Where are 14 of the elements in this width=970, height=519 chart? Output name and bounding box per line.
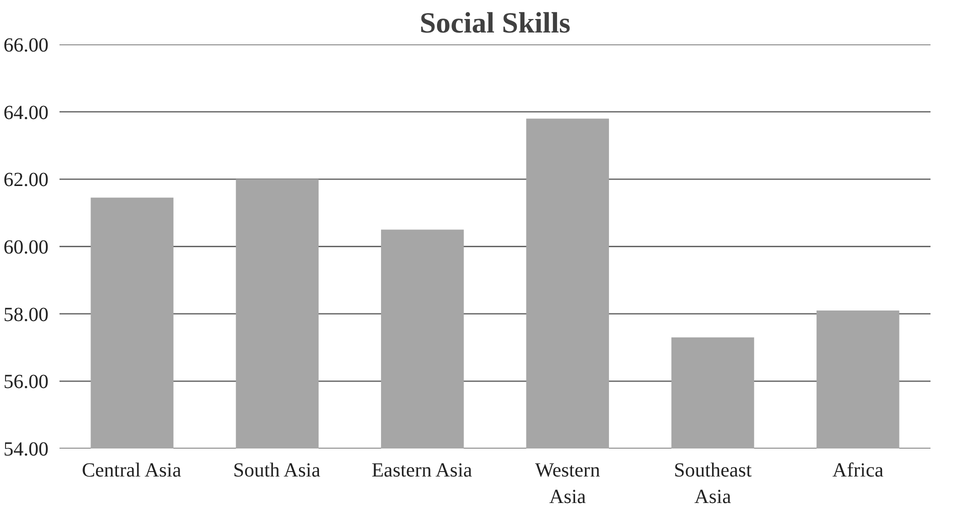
y-tick-label: 62.00 — [4, 169, 48, 192]
x-tick-label: Eastern Asia — [372, 460, 472, 482]
y-tick-label: 64.00 — [4, 102, 48, 124]
x-tick-label: Southeast Asia — [674, 460, 752, 508]
x-tick-label: Central Asia — [82, 460, 182, 482]
y-tick-label: 60.00 — [4, 236, 48, 258]
x-tick-label: South Asia — [233, 460, 320, 482]
y-tick-label: 58.00 — [4, 304, 48, 326]
y-tick-label: 56.00 — [4, 371, 48, 394]
chart-title: Social Skills — [420, 8, 570, 40]
y-tick-label: 54.00 — [4, 438, 48, 460]
y-tick-label: 66.00 — [4, 34, 48, 56]
x-tick-label: Africa — [832, 460, 884, 482]
x-tick-label: Western Asia — [535, 460, 600, 508]
